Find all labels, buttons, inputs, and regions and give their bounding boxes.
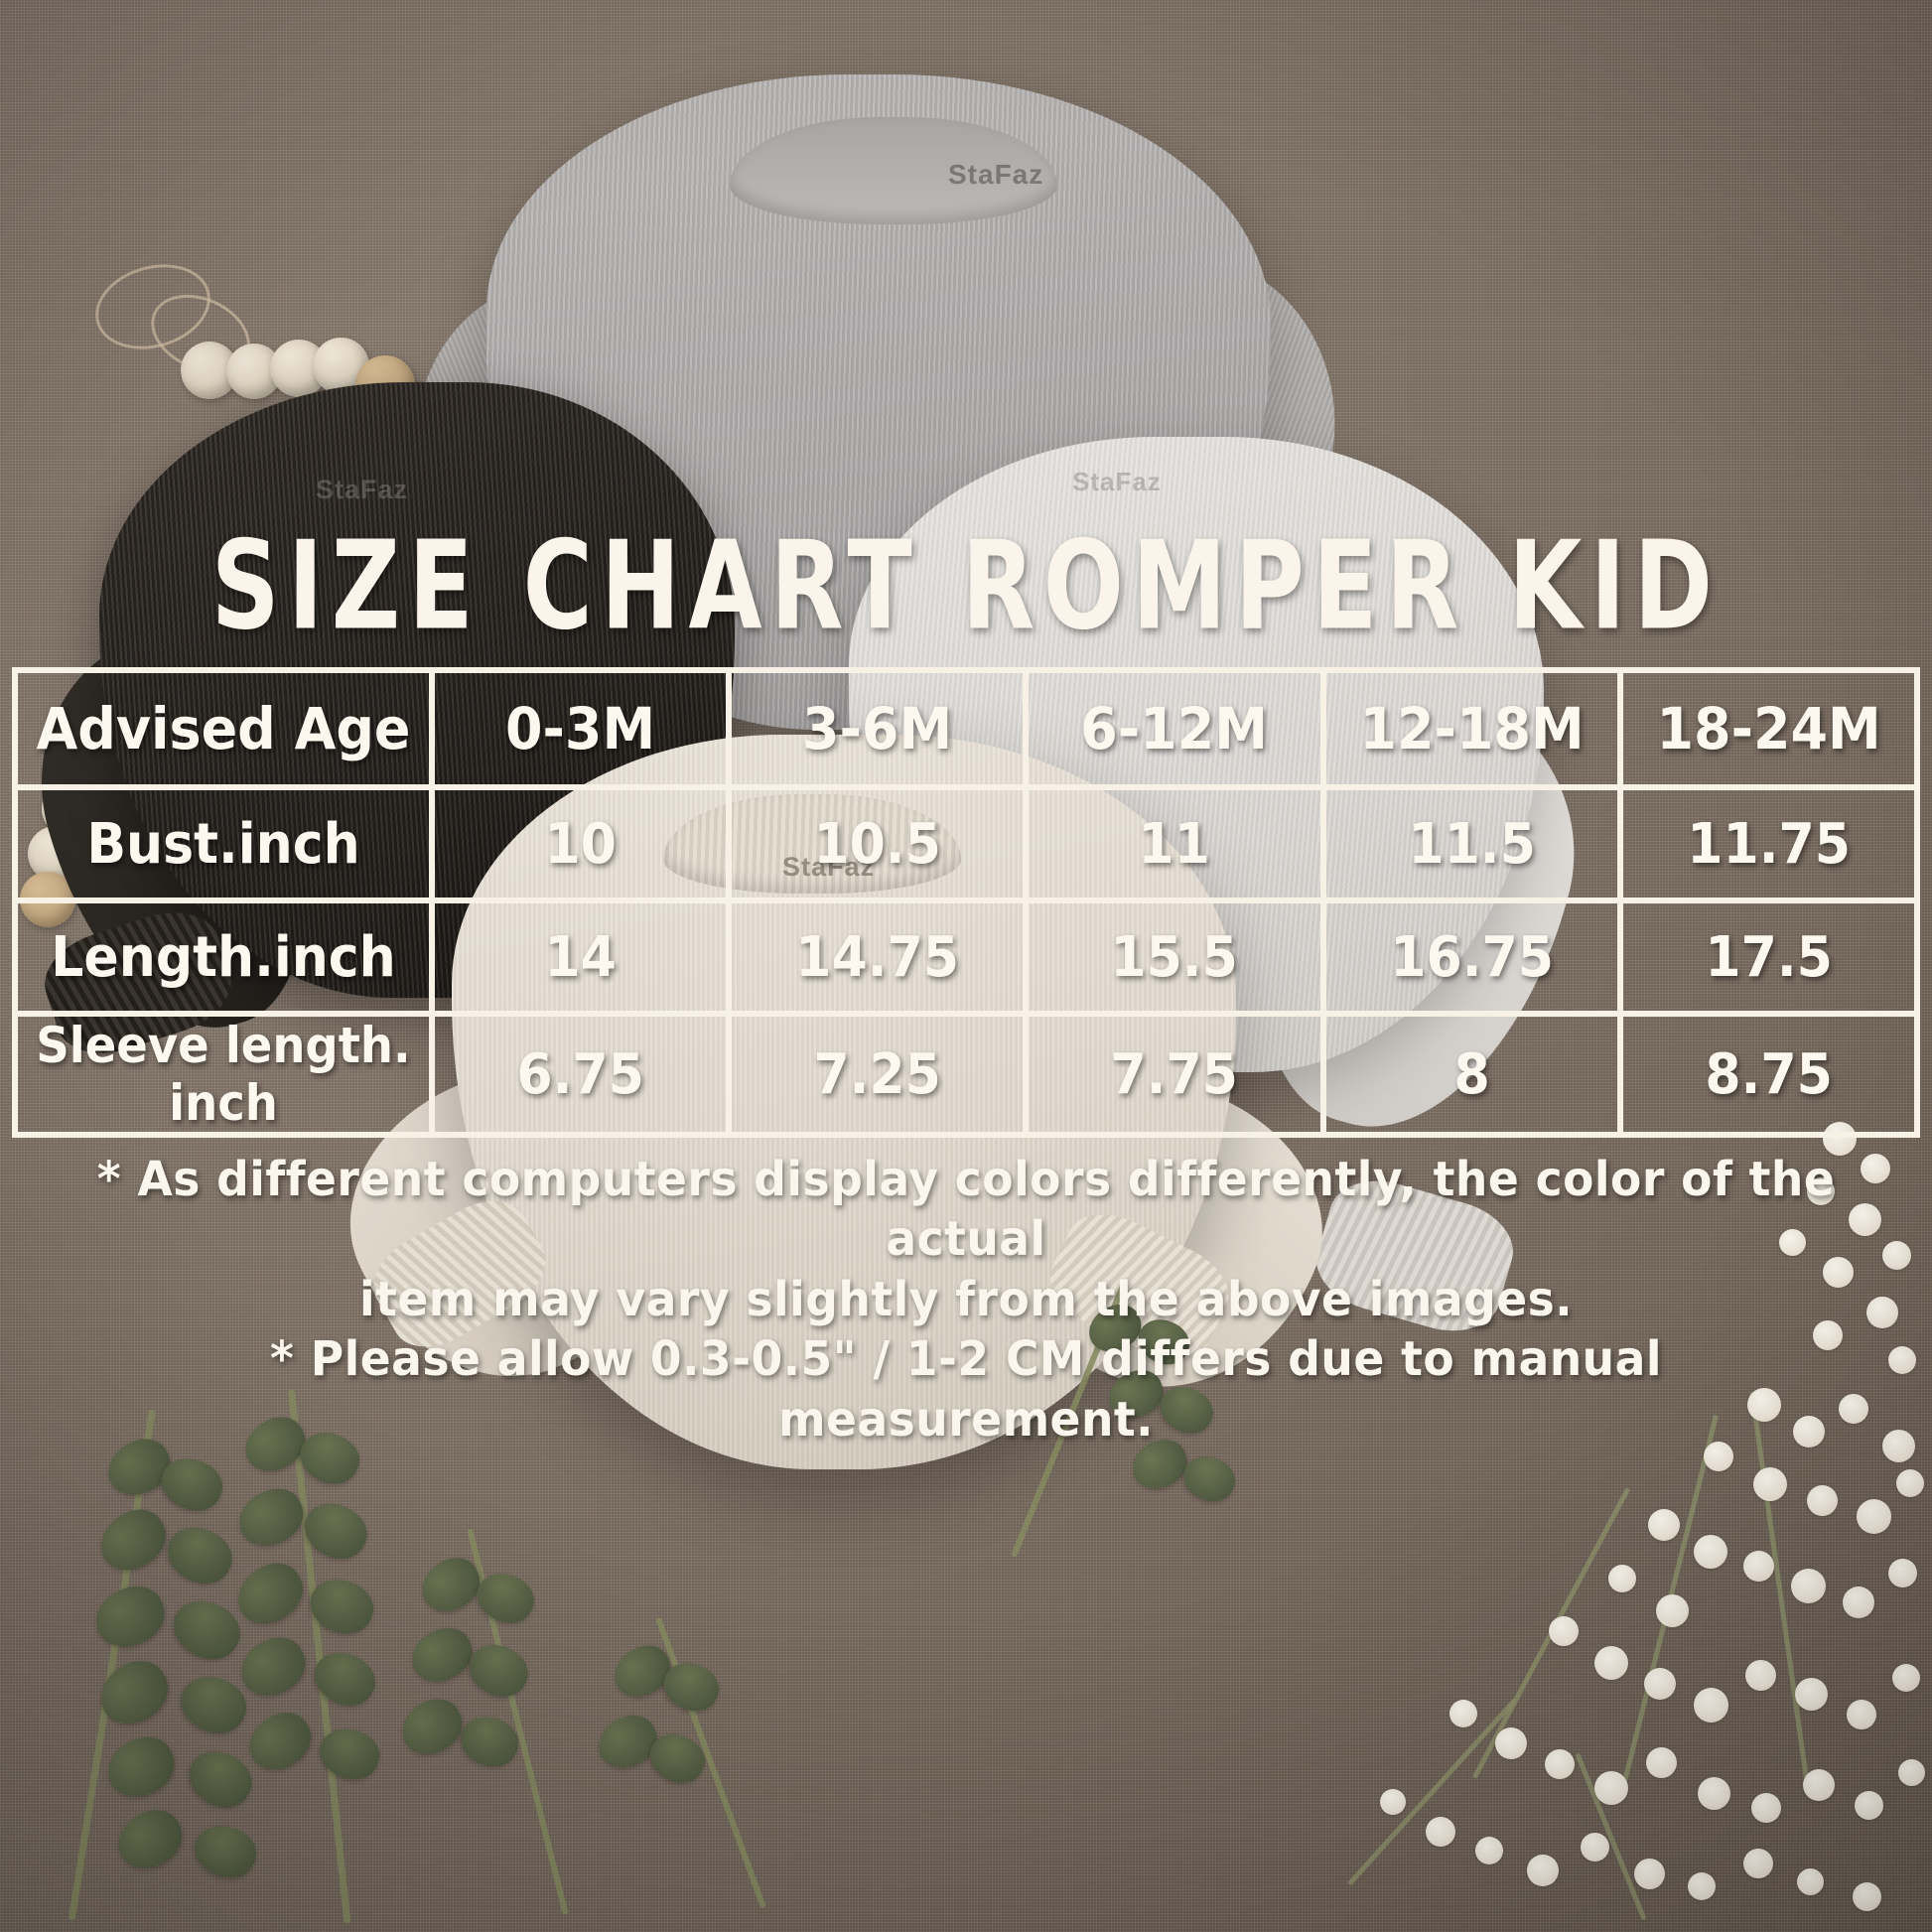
cell-sleeve-12-18m: 8 — [1319, 1011, 1623, 1138]
cell-bust-6-12m: 11 — [1023, 784, 1326, 903]
cell-sleeve-3-6m: 7.25 — [726, 1011, 1030, 1138]
header-cell-advised-age: Advised Age — [12, 667, 435, 790]
note-line-3: * Please allow 0.3-0.5" / 1-2 CM differs… — [270, 1331, 1662, 1448]
header-cell-3-6m: 3-6M — [726, 667, 1030, 790]
header-cell-0-3m: 0-3M — [428, 667, 733, 790]
table-row-sleeve-length: Sleeve length. inch 6.75 7.25 7.75 8 8.7… — [12, 1011, 1921, 1138]
cell-length-18-24m: 17.5 — [1616, 897, 1921, 1017]
cell-bust-3-6m: 10.5 — [726, 784, 1030, 903]
header-cell-12-18m: 12-18M — [1319, 667, 1623, 790]
cell-sleeve-18-24m: 8.75 — [1616, 1011, 1921, 1138]
cell-length-0-3m: 14 — [428, 897, 733, 1017]
table-row-length: Length.inch 14 14.75 15.5 16.75 17.5 — [12, 897, 1921, 1017]
row-label-bust: Bust.inch — [12, 784, 435, 903]
page-title: SIZE CHART ROMPER KID — [210, 514, 1722, 657]
note-line-1: * As different computers display colors … — [96, 1152, 1836, 1268]
cell-length-12-18m: 16.75 — [1319, 897, 1623, 1017]
cell-length-6-12m: 15.5 — [1023, 897, 1326, 1017]
cell-bust-12-18m: 11.5 — [1319, 784, 1623, 903]
header-cell-6-12m: 6-12M — [1023, 667, 1326, 790]
row-label-sleeve-length: Sleeve length. inch — [12, 1011, 435, 1138]
row-label-length: Length.inch — [12, 897, 435, 1017]
cell-length-3-6m: 14.75 — [726, 897, 1030, 1017]
table-row-bust: Bust.inch 10 10.5 11 11.5 11.75 — [12, 784, 1921, 903]
header-cell-18-24m: 18-24M — [1616, 667, 1921, 790]
cell-sleeve-0-3m: 6.75 — [428, 1011, 733, 1138]
cell-sleeve-6-12m: 7.75 — [1023, 1011, 1326, 1138]
table-header-row: Advised Age 0-3M 3-6M 6-12M 12-18M 18-24… — [12, 667, 1921, 790]
brand-label-white: StaFaz — [1072, 467, 1162, 496]
cell-bust-18-24m: 11.75 — [1616, 784, 1921, 903]
brand-label-black: StaFaz — [316, 475, 409, 504]
cell-bust-0-3m: 10 — [428, 784, 733, 903]
note-line-2: item may vary slightly from the above im… — [358, 1271, 1574, 1327]
brand-label-grey: StaFaz — [948, 159, 1044, 190]
disclaimer-notes: * As different computers display colors … — [28, 1150, 1904, 1449]
size-chart-table: Advised Age 0-3M 3-6M 6-12M 12-18M 18-24… — [12, 667, 1921, 1138]
